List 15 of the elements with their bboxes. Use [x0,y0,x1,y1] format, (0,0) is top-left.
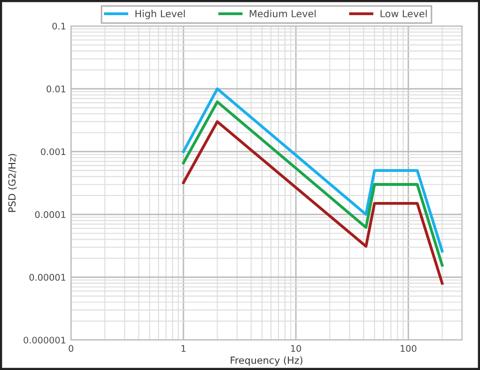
x-tick-label: 1 [182,345,186,352]
legend-label: High Level [136,10,185,20]
x-tick-label: 100 [400,345,416,352]
x-axis-title: Frequency (Hz) [230,356,302,366]
y-tick-label: 0.1 [52,22,66,30]
y-axis-title: PSD (G2/Hz) [8,154,17,212]
y-tick-label: 0.001 [40,148,66,156]
legend-label: Medium Level [250,10,316,18]
y-tick-label: 0.000001 [24,336,66,344]
y-tick-label: 0.00001 [29,274,66,281]
x-tick-label: 0 [68,345,74,352]
y-tick-label: 0.0001 [35,211,66,218]
y-tick-label: 0.01 [46,86,66,92]
legend-label: Low Level [380,10,427,18]
x-tick-label: 10 [291,345,302,352]
